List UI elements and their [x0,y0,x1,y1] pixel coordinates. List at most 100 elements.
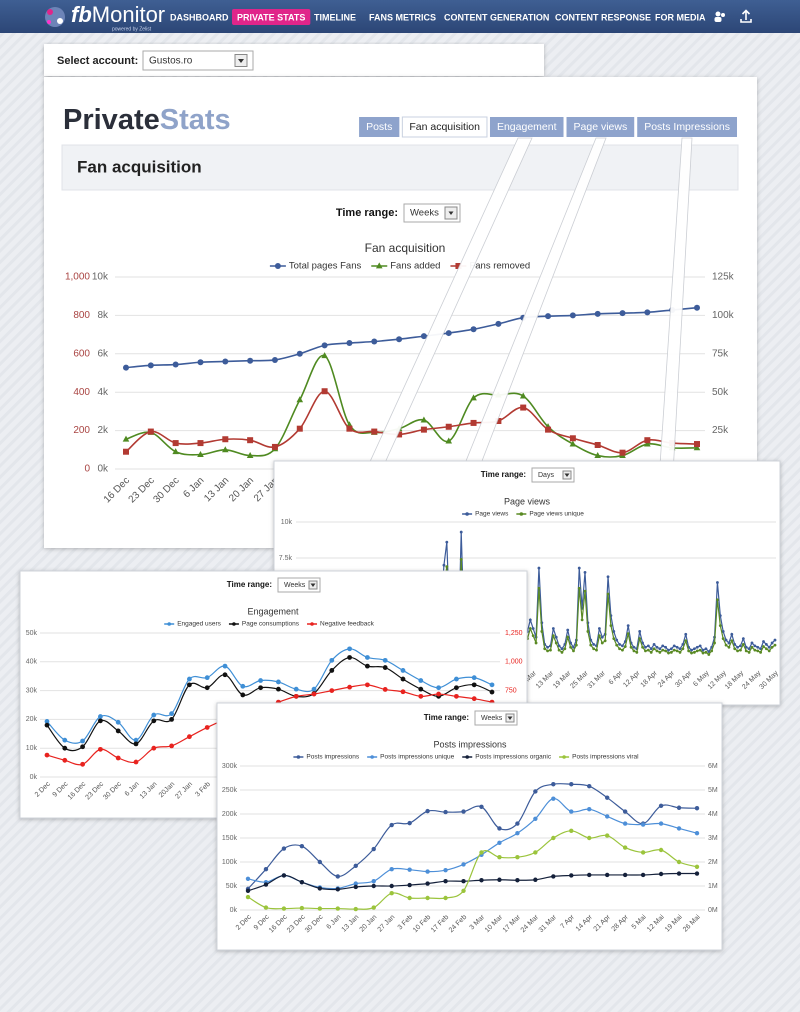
marker [382,665,388,670]
y3-tick-label: 6k [97,348,109,359]
marker [551,634,555,638]
legend-item[interactable]: Page consumptions [228,621,300,628]
legend-item[interactable]: Page views unique [516,511,584,518]
marker [543,647,547,651]
marker [147,428,154,435]
y-tick-label: 200 [73,425,90,436]
select-arrow-glyph [564,473,570,477]
tab[interactable]: Posts [359,117,400,137]
legend-item[interactable]: Posts impressions [293,754,360,761]
legend-item[interactable]: Posts impressions organic [462,754,552,761]
marker [736,649,739,653]
marker [621,644,624,648]
tab[interactable]: Posts Impressions [637,117,737,137]
marker [566,628,570,632]
marker [756,645,760,649]
legend-label: Posts impressions [306,754,359,761]
y-tick-label: 0 [84,464,90,475]
marker [713,641,716,645]
marker [471,696,477,702]
tab[interactable]: Fan acquisition [401,116,488,138]
legend-item[interactable]: Negative feedback [307,621,375,628]
y2-tick-label: 3M [708,835,718,842]
marker [497,877,502,882]
marker [443,895,448,901]
marker [519,392,527,399]
marker [371,846,376,852]
marker [204,725,210,730]
marker [172,440,179,447]
marker [640,850,646,855]
logo[interactable]: fbMonitor [71,2,165,27]
marker [389,867,394,872]
nav-item[interactable]: TIMELINE [314,12,356,22]
marker [62,757,68,763]
marker [317,859,323,865]
marker [658,847,664,853]
marker [644,309,651,316]
nav-item[interactable]: DASHBOARD [170,12,229,22]
marker [98,746,103,752]
marker [479,878,484,883]
marker [62,745,68,751]
marker [329,657,335,663]
marker [169,743,175,749]
marker [759,647,763,651]
legend-item[interactable]: Total pages Fans [269,261,362,272]
marker [540,630,544,633]
nav-item[interactable]: PRIVATE STATS [237,12,305,22]
export-icon[interactable] [740,9,752,23]
marker [281,873,287,878]
nav-item[interactable]: FOR MEDIA [655,12,706,22]
y-tick-label: 400 [73,387,90,398]
tab[interactable]: Engagement [489,117,564,137]
legend-item[interactable]: Engaged users [164,621,222,628]
legend-item[interactable]: Page views [462,511,509,518]
marker [672,644,676,648]
marker [669,650,673,654]
marker [533,877,538,882]
time-range-label: Time range: [227,580,272,589]
marker [375,262,383,269]
legend-item[interactable]: Posts impressions viral [559,754,639,761]
marker [597,634,601,638]
marker [572,645,575,649]
people-icon[interactable] [714,11,726,23]
marker [707,650,711,653]
legend-item[interactable]: Posts impressions unique [367,754,455,761]
marker [418,693,424,699]
marker [545,426,552,433]
marker [750,645,754,649]
marker [551,796,556,801]
tab-box [637,117,737,137]
marker [471,675,477,681]
y2-tick-label: 4M [708,811,718,818]
marker [744,649,748,653]
marker [222,446,229,453]
tab[interactable]: Page views [566,117,635,137]
account-select[interactable] [142,50,254,71]
nav-item[interactable]: CONTENT RESPONSE [555,12,651,22]
nav-item[interactable]: FANS METRICS [369,12,436,22]
y3-tick-label: 4k [97,387,109,398]
nav-item[interactable]: CONTENT GENERATION [444,12,549,22]
marker [232,622,236,626]
marker [658,803,664,809]
marker [418,678,424,683]
marker [678,650,682,654]
marker [704,647,708,651]
marker [461,862,466,867]
legend-label: Page views [475,511,509,518]
marker [371,883,376,889]
marker [407,895,412,901]
tab-label: Fan acquisition [409,121,480,133]
marker [733,647,737,651]
marker [549,648,552,652]
title-a: Private [63,104,160,136]
marker [600,641,604,645]
marker [718,624,722,628]
marker [455,263,462,269]
time-range-value: Days [538,472,554,479]
legend-item[interactable]: Fans added [371,261,440,272]
